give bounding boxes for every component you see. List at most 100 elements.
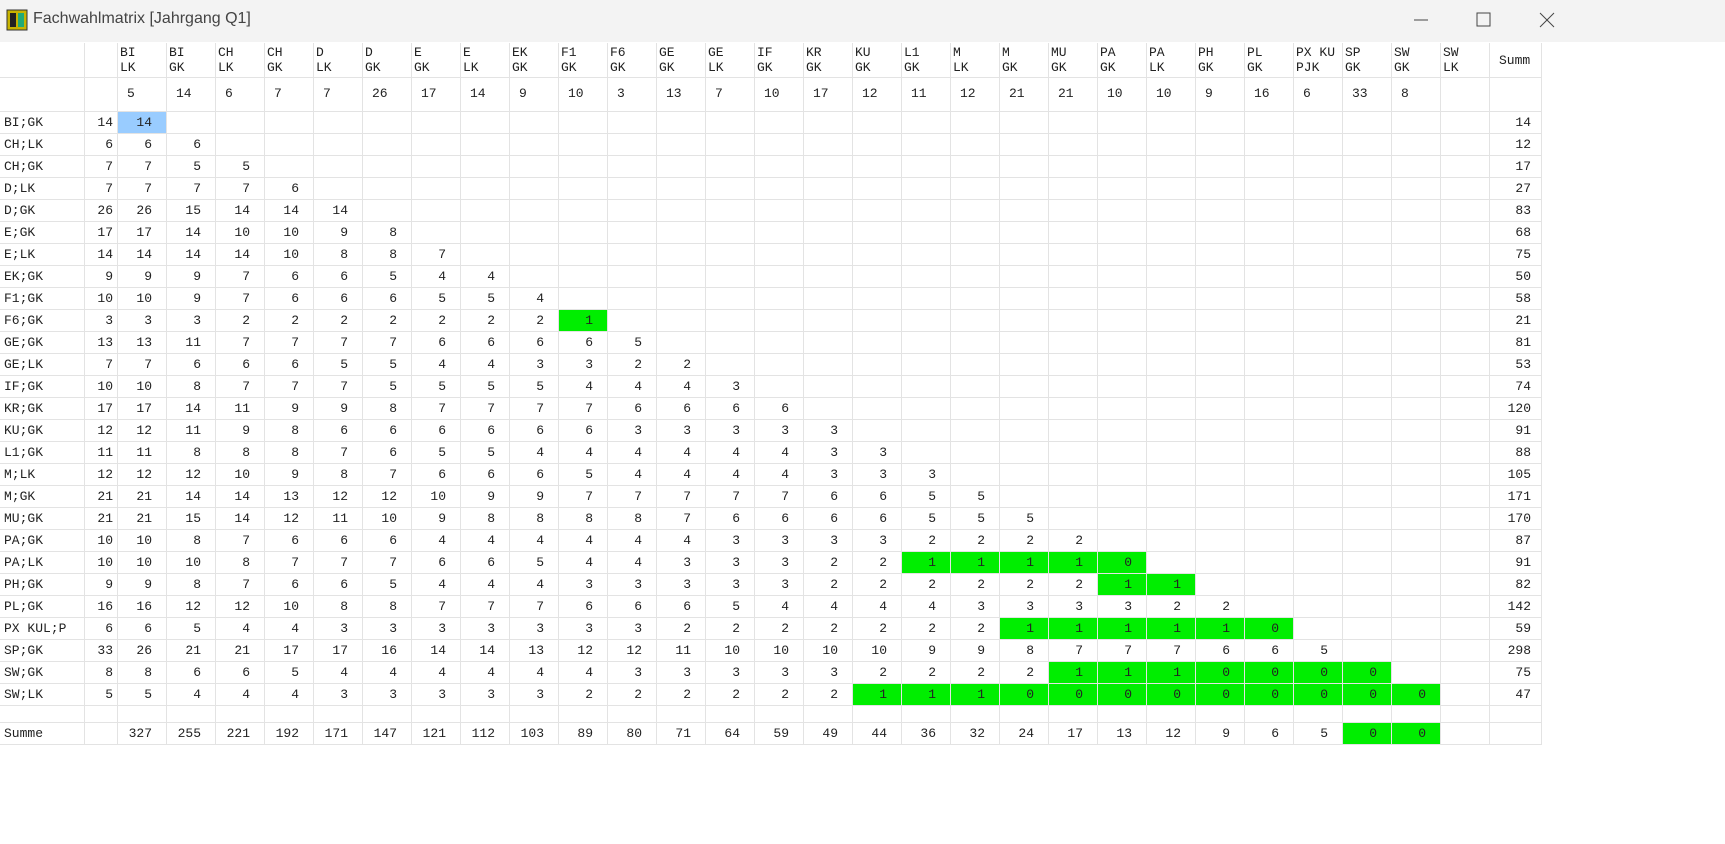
total-cell: 12 bbox=[1147, 723, 1196, 745]
empty-cell bbox=[608, 288, 657, 310]
empty-cell bbox=[1098, 222, 1147, 244]
empty-cell bbox=[1343, 508, 1392, 530]
total-cell: 0 bbox=[1392, 723, 1441, 745]
maximize-button[interactable] bbox=[1476, 12, 1491, 27]
empty-cell bbox=[1245, 574, 1294, 596]
column-header-line: D bbox=[365, 45, 373, 60]
matrix-cell: 6 bbox=[657, 596, 706, 618]
matrix-cell: 0 bbox=[1392, 684, 1441, 706]
empty-cell bbox=[1441, 310, 1490, 332]
empty-cell bbox=[804, 112, 853, 134]
matrix-cell: 5 bbox=[951, 486, 1000, 508]
row-sum: 170 bbox=[1490, 508, 1542, 530]
matrix-cell: 3 bbox=[706, 662, 755, 684]
row-sum: 59 bbox=[1490, 618, 1542, 640]
sum-header bbox=[1490, 78, 1542, 112]
matrix-cell: 10 bbox=[706, 640, 755, 662]
column-header-line: E bbox=[463, 45, 471, 60]
row-count: 10 bbox=[85, 376, 118, 398]
blank-cell bbox=[1098, 706, 1147, 723]
matrix-cell: 16 bbox=[118, 596, 167, 618]
matrix-cell: 1 bbox=[1049, 552, 1098, 574]
matrix-cell: 2 bbox=[902, 618, 951, 640]
column-header-line: LK bbox=[953, 60, 969, 75]
column-header-line: LK bbox=[708, 60, 724, 75]
empty-cell bbox=[1294, 596, 1343, 618]
matrix-cell: 9 bbox=[510, 486, 559, 508]
matrix-cell: 3 bbox=[559, 354, 608, 376]
column-count: 10 bbox=[559, 78, 608, 112]
matrix-cell: 5 bbox=[412, 376, 461, 398]
empty-cell bbox=[1098, 156, 1147, 178]
matrix-cell: 7 bbox=[265, 332, 314, 354]
matrix-cell: 26 bbox=[118, 200, 167, 222]
total-cell: 103 bbox=[510, 723, 559, 745]
empty-cell bbox=[1294, 156, 1343, 178]
empty-cell bbox=[755, 332, 804, 354]
empty-cell bbox=[1098, 398, 1147, 420]
matrix-cell: 6 bbox=[755, 508, 804, 530]
matrix-cell: 6 bbox=[314, 530, 363, 552]
matrix-cell: 15 bbox=[167, 508, 216, 530]
matrix-cell: 1 bbox=[1000, 552, 1049, 574]
row-sum: 68 bbox=[1490, 222, 1542, 244]
empty-cell bbox=[1147, 222, 1196, 244]
column-header-line: D bbox=[316, 45, 324, 60]
matrix-cell: 11 bbox=[657, 640, 706, 662]
row-label: MU;GK bbox=[0, 508, 85, 530]
blank-cell bbox=[85, 706, 118, 723]
matrix-cell: 13 bbox=[265, 486, 314, 508]
empty-cell bbox=[412, 112, 461, 134]
matrix-cell: 5 bbox=[314, 354, 363, 376]
empty-cell bbox=[461, 244, 510, 266]
column-header: GE GK bbox=[657, 43, 706, 78]
empty-cell bbox=[1000, 266, 1049, 288]
empty-cell bbox=[804, 200, 853, 222]
empty-cell bbox=[1147, 398, 1196, 420]
row-count: 16 bbox=[85, 596, 118, 618]
empty-cell bbox=[1147, 112, 1196, 134]
empty-cell bbox=[1441, 684, 1490, 706]
matrix-cell: 3 bbox=[461, 684, 510, 706]
empty-cell bbox=[902, 134, 951, 156]
empty-cell bbox=[1294, 618, 1343, 640]
row-sum: 75 bbox=[1490, 244, 1542, 266]
blank-cell bbox=[85, 723, 118, 745]
column-header: PX KU PJK bbox=[1294, 43, 1343, 78]
matrix-cell: 6 bbox=[853, 486, 902, 508]
row-label: PH;GK bbox=[0, 574, 85, 596]
empty-cell bbox=[1147, 200, 1196, 222]
column-header-line: EK bbox=[512, 45, 528, 60]
row-count: 10 bbox=[85, 288, 118, 310]
row-sum: 298 bbox=[1490, 640, 1542, 662]
matrix-cell: 4 bbox=[853, 596, 902, 618]
header-corner bbox=[85, 78, 118, 112]
row-count: 11 bbox=[85, 442, 118, 464]
empty-cell bbox=[1392, 596, 1441, 618]
matrix-cell: 2 bbox=[853, 618, 902, 640]
matrix-cell: 7 bbox=[559, 486, 608, 508]
empty-cell bbox=[1098, 178, 1147, 200]
matrix-cell: 2 bbox=[1196, 596, 1245, 618]
empty-cell bbox=[853, 332, 902, 354]
empty-cell bbox=[1196, 222, 1245, 244]
empty-cell bbox=[559, 200, 608, 222]
column-count: 21 bbox=[1000, 78, 1049, 112]
matrix-cell: 6 bbox=[265, 288, 314, 310]
empty-cell bbox=[804, 310, 853, 332]
matrix-cell: 8 bbox=[461, 508, 510, 530]
total-cell: 192 bbox=[265, 723, 314, 745]
empty-cell bbox=[1294, 464, 1343, 486]
close-button[interactable] bbox=[1539, 12, 1555, 28]
row-count: 7 bbox=[85, 354, 118, 376]
empty-cell bbox=[804, 244, 853, 266]
row-sum: 105 bbox=[1490, 464, 1542, 486]
empty-cell bbox=[1098, 200, 1147, 222]
empty-cell bbox=[1196, 420, 1245, 442]
empty-cell bbox=[1000, 244, 1049, 266]
title-bar: Fachwahlmatrix [Jahrgang Q1] bbox=[0, 0, 1725, 42]
empty-cell bbox=[412, 134, 461, 156]
empty-cell bbox=[1000, 464, 1049, 486]
blank-cell bbox=[559, 706, 608, 723]
total-cell: 221 bbox=[216, 723, 265, 745]
